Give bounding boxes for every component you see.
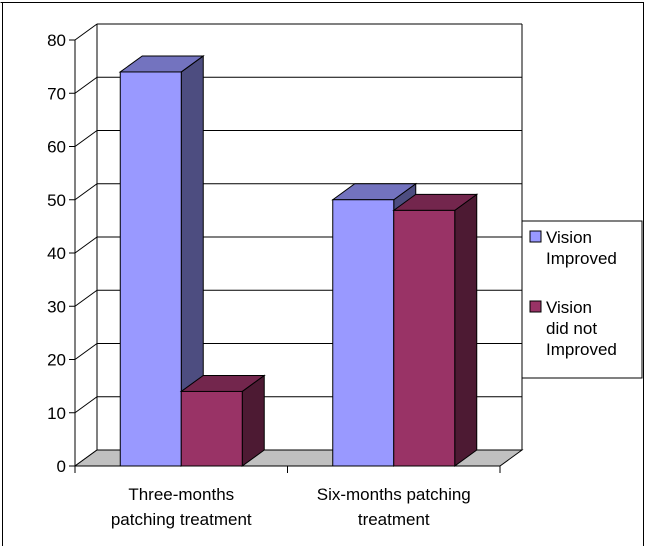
plot-area: 0 10 20 30 40 50 60 70 80 Three-months patching tr… <box>47 23 524 529</box>
y-tick-label: 50 <box>47 191 66 210</box>
legend-swatch <box>529 230 542 243</box>
bar <box>118 54 205 467</box>
y-tick-label: 40 <box>47 244 66 263</box>
y-tick-label: 10 <box>47 404 66 423</box>
y-tick-label: 0 <box>57 457 66 476</box>
side-wall-line <box>74 76 98 94</box>
side-wall-line <box>74 23 98 41</box>
legend-label: Improved <box>546 340 617 359</box>
bar-front <box>332 199 395 467</box>
legend-label: Vision <box>546 298 592 317</box>
legend: Vision Improved Vision did not Improved <box>521 220 643 379</box>
bar <box>392 193 479 467</box>
y-tick-label: 60 <box>47 138 66 157</box>
bar-front <box>119 71 182 467</box>
bar-front <box>393 209 456 467</box>
side-wall-line <box>74 343 98 360</box>
legend-swatch <box>529 300 542 313</box>
legend-label: did not <box>546 319 597 338</box>
y-tick-label: 20 <box>47 351 66 370</box>
side-wall-line <box>74 289 98 307</box>
x-category-label: Three-months <box>128 485 234 504</box>
legend-label: Vision <box>546 228 592 247</box>
y-tick-label: 70 <box>47 84 66 103</box>
side-wall-line <box>74 396 98 414</box>
side-wall-line <box>74 236 98 254</box>
y-tick-label: 80 <box>47 31 66 50</box>
y-tick-label: 30 <box>47 297 66 316</box>
legend-box <box>521 220 643 379</box>
side-wall-line <box>74 183 98 201</box>
bar-side <box>454 193 478 467</box>
legend-label: Improved <box>546 249 617 268</box>
bar <box>179 374 266 467</box>
x-category-label: Six-months patching <box>317 485 471 504</box>
side-wall-line <box>74 130 98 147</box>
bar-front <box>180 390 243 467</box>
x-category-label: patching treatment <box>111 510 252 529</box>
x-category-label: treatment <box>358 510 430 529</box>
